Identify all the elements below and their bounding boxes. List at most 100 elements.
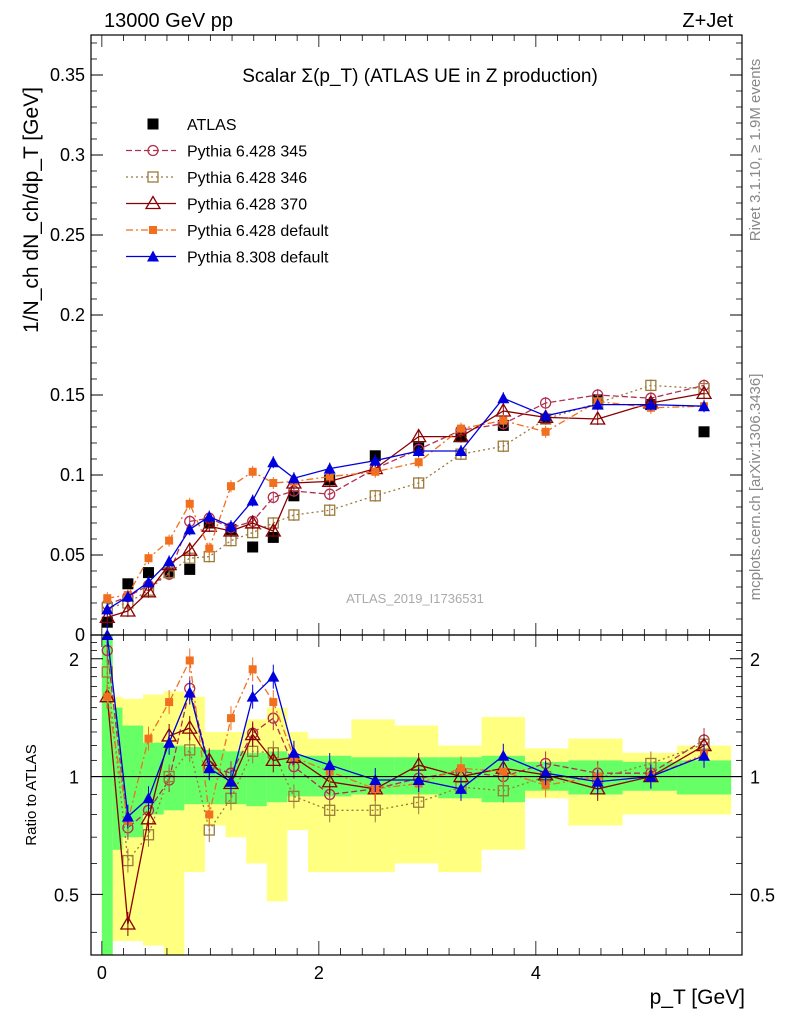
pythia-8-308-default-ratio-point: [163, 736, 176, 748]
legend-label-pythia-6-428-346: Pythia 6.428 346: [187, 170, 307, 187]
pythia-6-428-default-line: [107, 400, 705, 599]
pythia-8-308-default-point: [121, 590, 134, 602]
pythia-6-428-default-point: [414, 458, 423, 467]
atlas-point: [247, 541, 259, 553]
pythia-8-308-default-ratio-point: [369, 773, 382, 785]
pythia-8-308-default-ratio-point: [287, 746, 300, 758]
pythia-8-308-default-ratio-point: [497, 749, 510, 761]
atlas-point: [143, 567, 155, 579]
pythia-8-308-default-point: [101, 603, 114, 615]
mcplots-reference-label: mcplots.cern.ch [arXiv:1306.3436]: [747, 374, 764, 601]
pythia-6-428-default-ratio-point: [541, 781, 550, 790]
pythia-6-428-default-point: [456, 424, 465, 433]
pythia-6-428-default-ratio-point: [226, 714, 235, 723]
legend-label-pythia-8-308-default: Pythia 8.308 default: [187, 250, 329, 267]
x-tick-label: 2: [314, 963, 324, 983]
pythia-6-428-default-ratio-point: [248, 665, 257, 674]
legend: ATLAS Pythia 6.428 345 Pythia 6.428 346 Pyt…: [126, 117, 329, 267]
legend-marker-pythia-6-428-370: [144, 195, 162, 210]
pythia-6-428-370-point: [695, 385, 713, 400]
pythia-6-428-370-ratio-point: [589, 780, 606, 795]
pythia-6-428-345-point: [324, 488, 336, 500]
legend-label-pythia-6-428-345: Pythia 6.428 345: [187, 144, 307, 161]
pythia-6-428-346-ratio-point: [369, 804, 381, 816]
pythia-8-308-default-ratio-point: [412, 773, 425, 785]
pythia-6-428-346-ratio-point: [184, 744, 196, 756]
pythia-6-428-345-line: [107, 384, 705, 606]
main-y-tick-label: 0.2: [60, 305, 85, 325]
pythia-8-308-default-ratio-point: [121, 810, 134, 822]
legend-label-pythia-6-428-default: Pythia 6.428 default: [187, 223, 329, 240]
pythia-6-428-370-point: [181, 541, 198, 556]
pythia-8-308-default-point: [539, 409, 552, 421]
pythia-6-428-default-ratio-point: [205, 810, 214, 819]
pythia-6-428-default-point: [541, 427, 550, 436]
legend-marker-pythia-6-428-345: [147, 144, 159, 157]
pythia-8-308-default-point: [224, 520, 237, 532]
pythia-6-428-370-ratio-point: [265, 752, 282, 767]
atlas-point: [698, 426, 710, 438]
main-y-tick-label: 0: [75, 625, 85, 645]
main-y-tick-label: 0.35: [50, 65, 85, 85]
ratio-y-tick-label-right: 2: [750, 650, 760, 670]
pythia-6-428-370-ratio-point: [321, 773, 338, 788]
ratio-y-tick-label: 2: [69, 650, 79, 670]
pythia-6-428-default-point: [144, 554, 153, 563]
pythia-6-428-default-point: [248, 467, 257, 476]
pythia-8-308-default-point: [287, 472, 300, 484]
pythia-6-428-345-point: [267, 491, 279, 504]
main-series-lines: [99, 379, 713, 628]
pythia-6-428-346-point: [288, 509, 300, 521]
ratio-panel-frame: [90, 634, 743, 956]
pythia-6-428-default-point: [269, 479, 278, 487]
pythia-6-428-370-point: [244, 514, 261, 529]
pythia-6-428-346-point: [645, 379, 657, 392]
pythia-6-428-default-ratio-point: [144, 734, 153, 743]
pythia-8-308-default-point: [163, 555, 176, 567]
pythia-8-308-default-point: [497, 392, 510, 404]
pythia-8-308-default-point: [412, 445, 425, 456]
pythia-6-428-default-ratio-point: [185, 656, 194, 665]
pythia-6-428-370-point: [99, 609, 116, 624]
pythia-6-428-346-ratio-point: [413, 796, 425, 808]
pythia-6-428-370-ratio-point: [119, 915, 137, 930]
pythia-8-308-default-ratio-point: [142, 792, 155, 804]
atlas-point: [184, 563, 196, 575]
pythia-8-308-default-ratio-point: [323, 759, 336, 771]
pythia-6-428-default-point: [499, 416, 508, 425]
pythia-8-308-default-ratio-point: [224, 775, 237, 787]
main-y-tick-label: 0.15: [50, 385, 85, 405]
ratio-y-tick-label: 1: [69, 768, 79, 788]
atlas-point: [122, 578, 134, 590]
pythia-8-308-default-point: [246, 494, 259, 506]
pythia-8-308-default-point: [454, 445, 467, 456]
pythia-6-428-370-ratio-point: [140, 810, 157, 825]
main-y-tick-label: 0.25: [50, 225, 85, 245]
main-y-tick-label: 0.1: [60, 465, 85, 485]
main-y-tick-label: 0.05: [50, 545, 85, 565]
pythia-6-428-370-ratio-point: [181, 719, 198, 734]
pythia-6-428-346-point: [497, 440, 509, 452]
pythia-8-308-default-ratio-point: [183, 686, 196, 698]
pythia-6-428-370-line: [107, 392, 705, 619]
legend-label-pythia-6-428-370: Pythia 6.428 370: [187, 197, 307, 214]
pythia-8-308-default-point: [142, 576, 155, 588]
stat-band-bin: [246, 752, 267, 807]
pythia-8-308-default-point: [644, 398, 657, 410]
pythia-6-428-default-point: [103, 594, 112, 603]
legend-marker-pythia-6-428-default: [149, 226, 157, 234]
pythia-8-308-default-ratio-point: [698, 749, 711, 761]
syst-band-bin: [266, 707, 288, 902]
main-y-tick-label: 0.3: [60, 145, 85, 165]
pythia-8-308-default-point: [203, 510, 216, 522]
stat-band-bin: [101, 635, 113, 955]
pythia-6-428-default-ratio-point: [269, 698, 278, 707]
pythia-6-428-346-ratio-point: [497, 785, 509, 797]
analysis-id-label: ATLAS_2019_I1736531: [346, 591, 484, 606]
pythia-8-308-default-point: [267, 456, 280, 468]
pythia-6-428-default-point: [371, 467, 380, 476]
pythia-6-428-default-ratio-point: [456, 764, 465, 773]
pythia-6-428-default-point: [205, 544, 214, 553]
ratio-y-tick-label-right: 1: [750, 768, 760, 788]
